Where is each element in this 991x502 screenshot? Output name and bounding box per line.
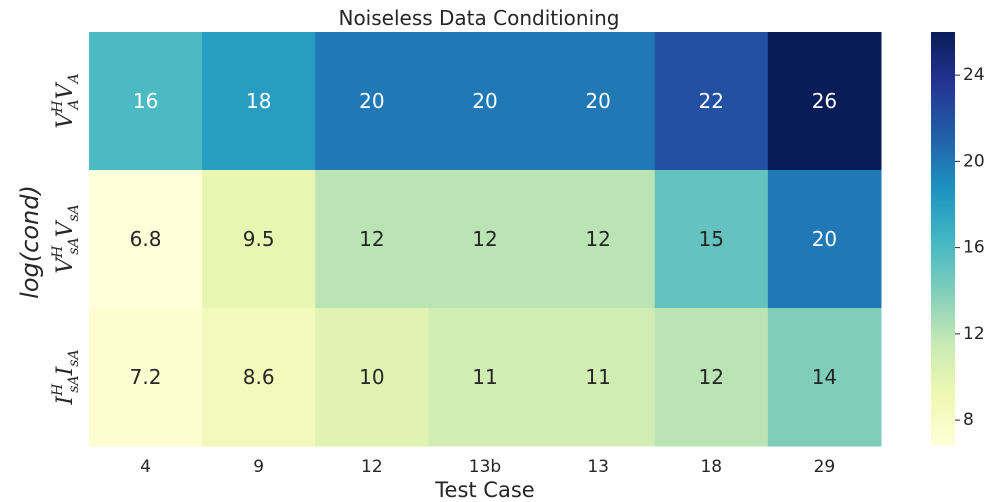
chart-title: Noiseless Data Conditioning: [338, 6, 619, 30]
cell-value-label: 12: [699, 365, 724, 389]
heatmap-cell: [89, 170, 203, 309]
heatmap-cell: [654, 308, 769, 447]
heatmap-cell: [202, 170, 316, 309]
cell-value-label: 9.5: [243, 227, 275, 251]
colorbar-tick-label: 20: [963, 151, 985, 171]
x-tick-label: 29: [814, 457, 836, 477]
x-tick-label: 9: [253, 457, 264, 477]
heatmap-cell: [428, 32, 543, 171]
heatmap-cell: [89, 308, 203, 447]
x-tick-label: 4: [140, 457, 151, 477]
x-tick-label: 13b: [469, 457, 501, 477]
heatmap-cell: [541, 170, 656, 309]
cell-value-label: 15: [699, 227, 724, 251]
heatmap-cell: [315, 308, 429, 447]
cell-value-label: 8.6: [243, 365, 275, 389]
y-tick-label: VHAVA: [50, 73, 82, 128]
cell-value-label: 20: [472, 89, 497, 113]
heatmap-cell: [89, 32, 203, 171]
heatmap-cell: [428, 308, 543, 447]
cell-value-label: 26: [812, 89, 837, 113]
heatmap-cell: [428, 170, 543, 309]
x-tick-labels: 4 9 12 13b 13 18 29: [140, 457, 835, 477]
heatmap-cell: [767, 308, 882, 447]
heatmap-cell: [202, 308, 316, 447]
cell-value-label: 7.2: [130, 365, 162, 389]
heatmap-cells: 16 18 20 20 20 22 26 6.8 9.5 12 12 12 15 20 7.2 8.6 10 11…: [89, 32, 882, 447]
x-tick-label: 13: [587, 457, 609, 477]
colorbar-tick-label: 24: [963, 65, 985, 85]
heatmap-cell: [654, 170, 769, 309]
colorbar: [931, 32, 955, 446]
heatmap-cell: [541, 32, 656, 171]
cell-value-label: 12: [472, 227, 497, 251]
cell-value-label: 22: [699, 89, 724, 113]
heatmap-cell: [315, 32, 429, 171]
colorbar-tick-label: 16: [963, 238, 985, 258]
x-tick-label: 12: [361, 457, 383, 477]
heatmap-cell: [202, 32, 316, 171]
y-tick-label: VHsAVsA: [50, 204, 82, 274]
y-tick-labels: VHAVA VHsAVsA IHsAIsA: [50, 73, 82, 405]
cell-value-label: 10: [359, 365, 384, 389]
cell-value-label: 12: [585, 227, 610, 251]
cell-value-label: 12: [359, 227, 384, 251]
cell-value-label: 11: [472, 365, 497, 389]
cell-value-label: 20: [359, 89, 384, 113]
cell-value-label: 20: [585, 89, 610, 113]
x-tick-label: 18: [700, 457, 722, 477]
cell-value-label: 6.8: [130, 227, 162, 251]
y-axis-label: log(cond): [16, 185, 44, 299]
cell-value-label: 16: [133, 89, 158, 113]
colorbar-tick-label: 8: [963, 410, 974, 430]
cell-value-label: 18: [246, 89, 271, 113]
cell-value-label: 14: [812, 365, 837, 389]
heatmap-cell: [541, 308, 656, 447]
heatmap-cell: [767, 32, 882, 171]
cell-value-label: 20: [812, 227, 837, 251]
heatmap-cell: [315, 170, 429, 309]
y-tick-label: IHsAIsA: [50, 349, 82, 405]
cell-value-label: 11: [585, 365, 610, 389]
heatmap-cell: [654, 32, 769, 171]
colorbar-tick-label: 12: [963, 324, 985, 344]
heatmap-cell: [767, 170, 882, 309]
x-axis-label: Test Case: [434, 478, 534, 502]
colorbar-ticks: 8 12 16 20 24: [955, 65, 985, 430]
